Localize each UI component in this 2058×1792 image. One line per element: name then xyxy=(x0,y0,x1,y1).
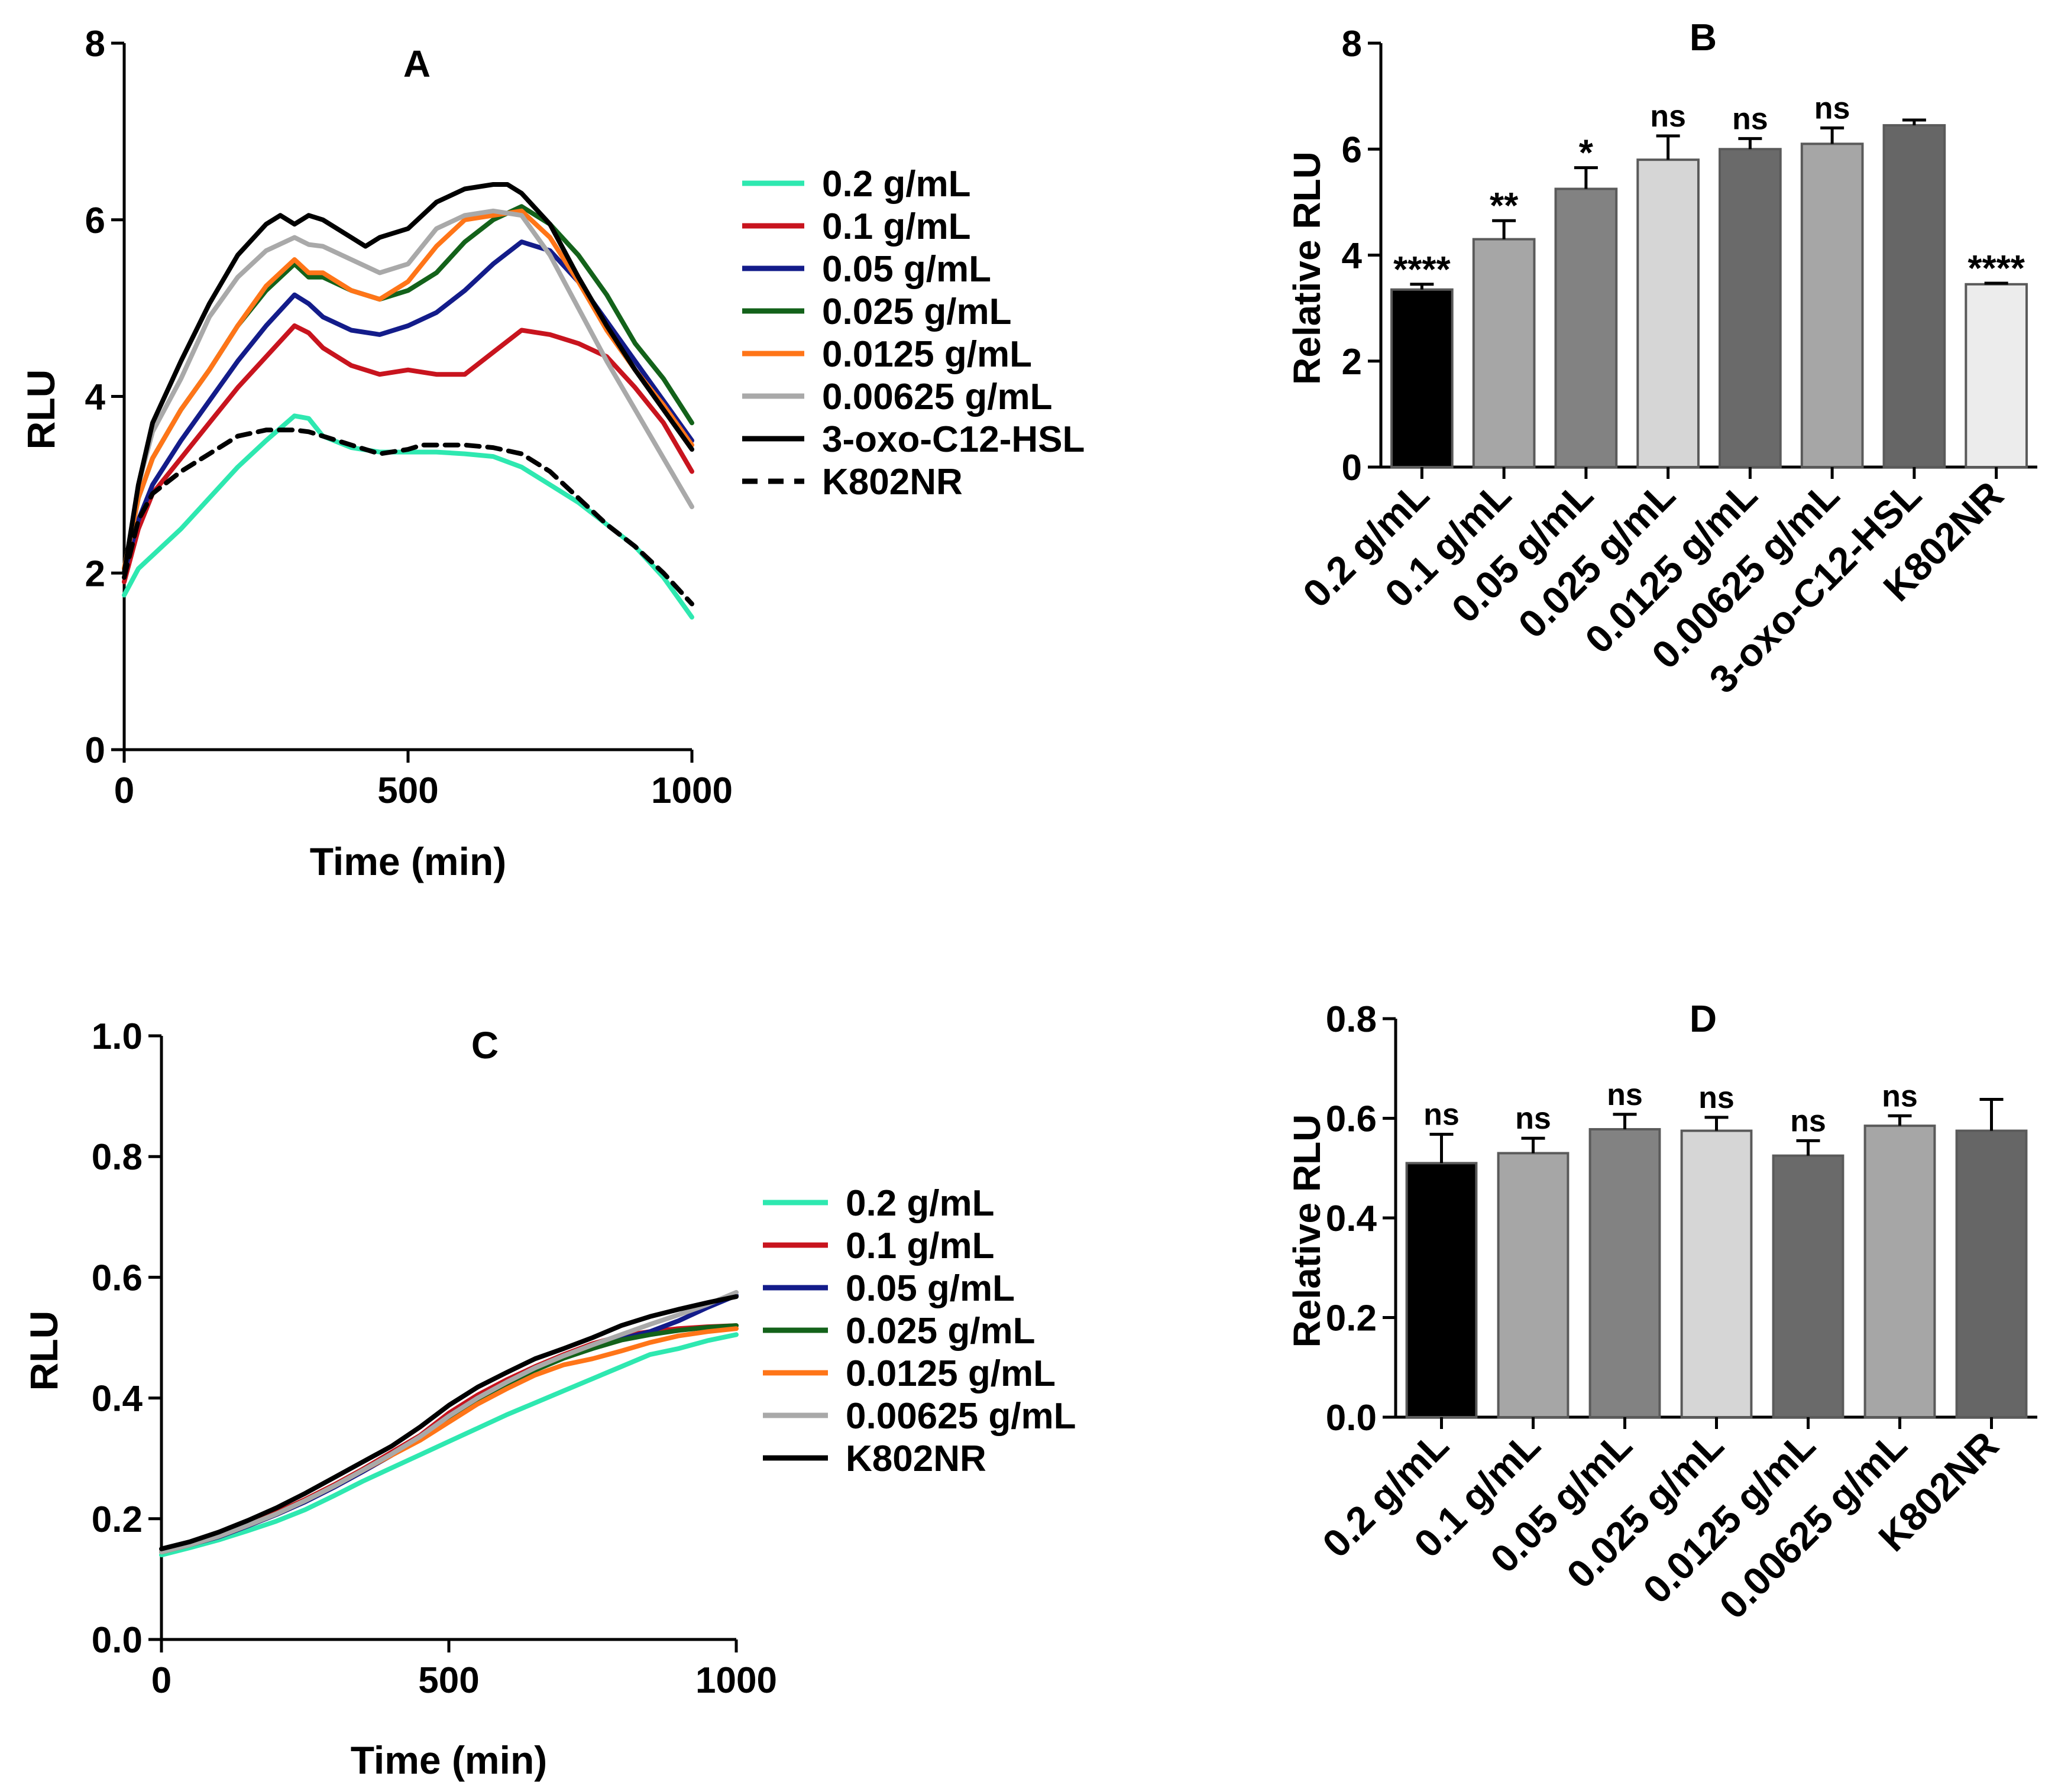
y-tick-label: 0.8 xyxy=(92,1137,143,1178)
y-tick-label: 8 xyxy=(85,24,105,64)
significance-label: **** xyxy=(1968,248,2025,289)
y-tick-label: 2 xyxy=(85,553,105,594)
significance-label: ns xyxy=(1607,1078,1643,1112)
significance-label: ns xyxy=(1732,102,1768,136)
y-tick-label: 0.2 xyxy=(92,1499,143,1540)
legend-label: K802NR xyxy=(846,1438,986,1479)
bar-2 xyxy=(1588,1128,1661,1419)
significance-label: * xyxy=(1579,133,1594,174)
bar-0 xyxy=(1390,288,1454,468)
bar-4 xyxy=(1719,148,1782,468)
panel-title: B xyxy=(1690,16,1717,59)
significance-label: ns xyxy=(1698,1081,1735,1115)
y-axis-label: Relative RLU xyxy=(1286,1114,1328,1348)
legend-label: 0.0125 g/mL xyxy=(846,1353,1056,1394)
legend-label: 3-oxo-C12-HSL xyxy=(822,419,1085,460)
y-tick-label: 6 xyxy=(1342,129,1362,170)
y-tick-label: 0.2 xyxy=(1326,1298,1377,1339)
series-line-5 xyxy=(122,208,694,576)
y-tick-label: 0.4 xyxy=(1326,1198,1377,1239)
legend-label: 0.05 g/mL xyxy=(822,249,991,290)
y-tick-label: 0.4 xyxy=(92,1379,143,1420)
y-tick-label: 1.0 xyxy=(92,1016,143,1057)
bar-6 xyxy=(1955,1129,2028,1418)
y-tick-label: 0.6 xyxy=(1326,1099,1377,1140)
series-line-6 xyxy=(159,1294,739,1551)
x-axis-label: Time (min) xyxy=(310,840,506,883)
y-tick-label: 2 xyxy=(1342,342,1362,383)
legend-label: 0.025 g/mL xyxy=(846,1311,1035,1352)
significance-label: ns xyxy=(1515,1101,1551,1136)
legend-label: 0.05 g/mL xyxy=(846,1268,1015,1309)
y-axis-label: Relative RLU xyxy=(1286,151,1328,385)
series-line-1 xyxy=(122,323,694,585)
y-tick-label: 0.0 xyxy=(92,1620,143,1661)
y-tick-label: 6 xyxy=(85,200,105,241)
legend-label: 0.00625 g/mL xyxy=(846,1396,1076,1437)
bar-6 xyxy=(1882,124,1946,468)
y-axis-label: RLU xyxy=(22,1311,66,1391)
y-tick-label: 4 xyxy=(1342,236,1363,277)
significance-label: ns xyxy=(1814,91,1850,125)
bar-5 xyxy=(1863,1125,1936,1418)
series-line-6 xyxy=(122,182,694,576)
legend-label: 0.1 g/mL xyxy=(846,1226,995,1266)
bar-1 xyxy=(1472,238,1536,468)
bar-0 xyxy=(1405,1162,1478,1418)
panel-title: D xyxy=(1690,997,1717,1040)
legend-label: K802NR xyxy=(822,462,963,503)
x-axis-label: Time (min) xyxy=(351,1738,547,1782)
significance-label: ns xyxy=(1790,1104,1826,1138)
y-axis-label: RLU xyxy=(19,370,63,450)
bar-3 xyxy=(1680,1129,1753,1418)
series-line-5 xyxy=(159,1289,739,1554)
significance-label: ns xyxy=(1650,99,1686,134)
panel-A: 0 2 4 6 8 0 500 1000 A Time (min) RLU 0.2 g/mL0.1 g… xyxy=(19,24,1085,883)
significance-label: ns xyxy=(1423,1097,1460,1132)
significance-label: **** xyxy=(1393,249,1451,290)
significance-label: ** xyxy=(1490,186,1519,226)
x-tick-label: 1000 xyxy=(695,1660,777,1701)
x-tick-label: 0 xyxy=(114,770,134,811)
bar-3 xyxy=(1636,158,1700,468)
legend-label: 0.00625 g/mL xyxy=(822,377,1052,417)
bar-1 xyxy=(1497,1152,1570,1418)
y-tick-label: 8 xyxy=(1342,24,1362,64)
bar-7 xyxy=(1965,283,2028,468)
legend-label: 0.2 g/mL xyxy=(846,1183,995,1224)
x-tick-label: 500 xyxy=(377,770,438,811)
panel-title: A xyxy=(403,43,431,85)
x-tick-label: 1000 xyxy=(651,770,733,811)
y-tick-label: 0.6 xyxy=(92,1258,143,1298)
series-line-7 xyxy=(122,427,694,607)
y-tick-label: 4 xyxy=(85,377,106,418)
series-line-0 xyxy=(122,413,694,620)
x-tick-label: 500 xyxy=(418,1660,479,1701)
y-tick-label: 0 xyxy=(85,730,105,771)
panel-title: C xyxy=(471,1024,499,1067)
legend-label: 0.2 g/mL xyxy=(822,164,971,205)
bar-2 xyxy=(1554,187,1618,468)
series-line-0 xyxy=(159,1332,739,1558)
bar-5 xyxy=(1800,142,1864,469)
x-tick-label: 0 xyxy=(151,1660,172,1701)
legend-label: 0.0125 g/mL xyxy=(822,334,1032,375)
bar-4 xyxy=(1772,1154,1845,1418)
y-tick-label: 0.8 xyxy=(1326,999,1377,1040)
legend-label: 0.025 g/mL xyxy=(822,291,1011,332)
y-tick-label: 0.0 xyxy=(1326,1398,1377,1438)
y-tick-label: 0 xyxy=(1342,448,1362,488)
significance-label: ns xyxy=(1882,1079,1918,1113)
legend-label: 0.1 g/mL xyxy=(822,206,971,247)
panel-C: 0.0 0.2 0.4 0.6 0.8 1.0 0 500 1000 C Time (min) RLU… xyxy=(22,1016,1076,1782)
